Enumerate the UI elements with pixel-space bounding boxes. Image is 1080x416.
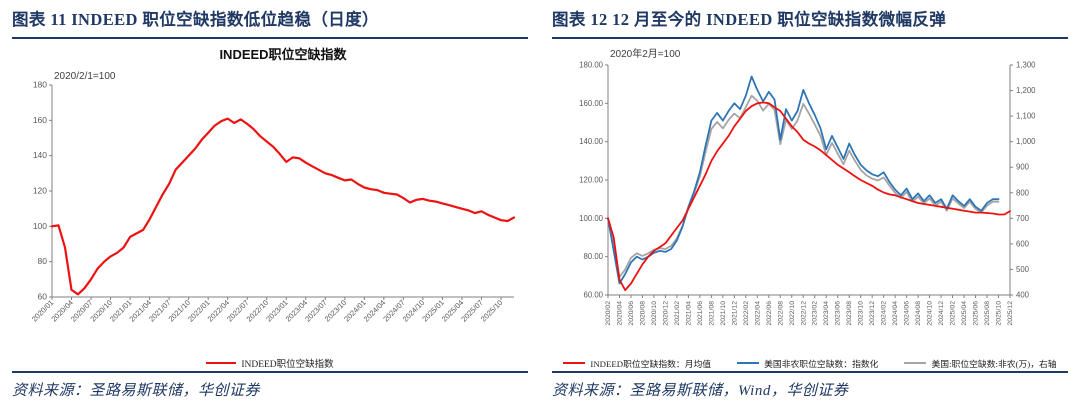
svg-text:160.00: 160.00 (579, 99, 604, 108)
svg-text:1,000: 1,000 (1016, 137, 1036, 146)
legend-line-swatch (737, 361, 760, 365)
svg-text:160: 160 (33, 115, 47, 125)
svg-text:2024/06: 2024/06 (904, 301, 911, 326)
legend-label: INDEED职位空缺指数 (241, 360, 334, 370)
svg-text:2020年2月=100: 2020年2月=100 (610, 47, 681, 60)
svg-text:2023/04: 2023/04 (823, 301, 830, 326)
svg-text:2021/10: 2021/10 (720, 301, 727, 326)
svg-text:1,100: 1,100 (1016, 112, 1036, 121)
svg-text:2022/12: 2022/12 (800, 301, 807, 326)
svg-text:60.00: 60.00 (583, 291, 603, 300)
svg-text:2025/12: 2025/12 (1007, 301, 1014, 326)
svg-text:2020/02: 2020/02 (605, 301, 612, 326)
figure-12-heading-rule (552, 37, 1068, 39)
svg-text:2025/10: 2025/10 (479, 298, 505, 324)
svg-text:1,300: 1,300 (1016, 61, 1036, 70)
svg-text:2025/10: 2025/10 (996, 301, 1003, 326)
figure-11-source-note: 资料来源：圣路易斯联储，华创证券 (12, 383, 261, 399)
svg-text:1,200: 1,200 (1016, 86, 1036, 95)
legend-label: INDEED职位空缺指数：月均值 (590, 358, 712, 369)
svg-text:2025/06: 2025/06 (973, 301, 980, 326)
svg-text:2021/04: 2021/04 (685, 301, 692, 326)
legend-item: 美国:职位空缺数:非农(万)，右轴 (904, 357, 1057, 370)
svg-text:180: 180 (33, 80, 47, 90)
svg-text:2020/12: 2020/12 (662, 301, 669, 326)
svg-text:80.00: 80.00 (583, 252, 603, 261)
svg-text:120.00: 120.00 (579, 176, 604, 185)
legend-line-swatch (904, 361, 927, 365)
svg-text:2025/04: 2025/04 (961, 301, 968, 326)
indeed-daily-index-chart: 60801001201401601802020/012020/042020/07… (30, 47, 516, 324)
svg-text:100: 100 (33, 221, 47, 231)
svg-text:120: 120 (33, 186, 47, 196)
svg-text:140.00: 140.00 (579, 137, 604, 146)
indeed-vs-jolts-chart: 60.00 80.00 100.00 120.00 140.00 160.00 180.00… (579, 47, 1036, 326)
svg-text:2023/06: 2023/06 (835, 301, 842, 326)
figure-11-panel: 图表 11 INDEED 职位空缺指数低位趋稳（日度） 60 80 100 120 14… (12, 10, 528, 399)
svg-text:2024/12: 2024/12 (938, 301, 945, 326)
svg-text:2021/06: 2021/06 (697, 301, 704, 326)
svg-text:2025/02: 2025/02 (950, 301, 957, 326)
figure-11-legend: INDEED职位空缺指数 (12, 355, 528, 371)
svg-text:2022/10: 2022/10 (789, 301, 796, 326)
svg-text:2025/08: 2025/08 (984, 301, 991, 326)
svg-text:2024/02: 2024/02 (881, 301, 888, 326)
figure-12-heading: 图表 12 12 月至今的 INDEED 职位空缺指数微幅反弹 (552, 10, 947, 29)
legend-item: INDEED职位空缺指数 (206, 356, 334, 370)
svg-text:2020/06: 2020/06 (628, 301, 635, 326)
legend-item: INDEED职位空缺指数：月均值 (563, 357, 711, 370)
svg-text:2023/12: 2023/12 (869, 301, 876, 326)
svg-text:800: 800 (1016, 188, 1030, 197)
svg-text:2024/04: 2024/04 (892, 301, 899, 326)
svg-text:2021/08: 2021/08 (708, 301, 715, 326)
svg-text:2023/08: 2023/08 (846, 301, 853, 326)
svg-text:400: 400 (1016, 291, 1030, 300)
legend-line-swatch (206, 361, 237, 365)
svg-text:2024/08: 2024/08 (915, 301, 922, 326)
svg-text:180.00: 180.00 (579, 61, 604, 70)
legend-label: 美国非农职位空缺数：指数化 (764, 358, 879, 369)
svg-text:2023/10: 2023/10 (858, 301, 865, 326)
svg-text:2022/08: 2022/08 (777, 301, 784, 326)
figure-12-panel: 图表 12 12 月至今的 INDEED 职位空缺指数微幅反弹 60.00 80.… (540, 0, 1080, 416)
svg-text:60: 60 (38, 292, 48, 302)
figure-11-footer-rule (12, 371, 528, 373)
svg-text:2023/02: 2023/02 (812, 301, 819, 326)
figure-12-footer-rule (552, 371, 1068, 373)
svg-text:900: 900 (1016, 163, 1030, 172)
legend-item: 美国非农职位空缺数：指数化 (737, 357, 878, 370)
svg-text:2021/02: 2021/02 (674, 301, 681, 326)
svg-text:80: 80 (38, 256, 48, 266)
svg-text:2020/2/1=100: 2020/2/1=100 (54, 71, 116, 82)
legend-line-swatch (563, 361, 586, 365)
svg-text:500: 500 (1016, 265, 1030, 274)
svg-text:700: 700 (1016, 214, 1030, 223)
svg-text:2020/08: 2020/08 (639, 301, 646, 326)
svg-text:2022/02: 2022/02 (743, 301, 750, 326)
svg-text:100.00: 100.00 (579, 214, 604, 223)
svg-text:600: 600 (1016, 239, 1030, 248)
svg-text:2021/12: 2021/12 (731, 301, 738, 326)
figure-11-heading: 图表 11 INDEED 职位空缺指数低位趋稳（日度） (12, 10, 379, 29)
svg-text:2022/04: 2022/04 (754, 301, 761, 326)
svg-text:2020/04: 2020/04 (616, 301, 623, 326)
svg-text:140: 140 (33, 150, 47, 160)
svg-text:2020/10: 2020/10 (651, 301, 658, 326)
figure-12-legend: INDEED职位空缺指数：月均值 美国非农职位空缺数：指数化 美国:职位空缺数:非农… (552, 355, 1068, 371)
figure-12-source-note: 资料来源：圣路易斯联储，Wind，华创证券 (552, 383, 849, 399)
svg-text:INDEED职位空缺指数: INDEED职位空缺指数 (219, 47, 347, 62)
svg-text:2024/10: 2024/10 (927, 301, 934, 326)
figure-11-heading-rule (12, 37, 528, 39)
legend-label: 美国:职位空缺数:非农(万)，右轴 (931, 358, 1057, 369)
svg-text:2022/06: 2022/06 (766, 301, 773, 326)
